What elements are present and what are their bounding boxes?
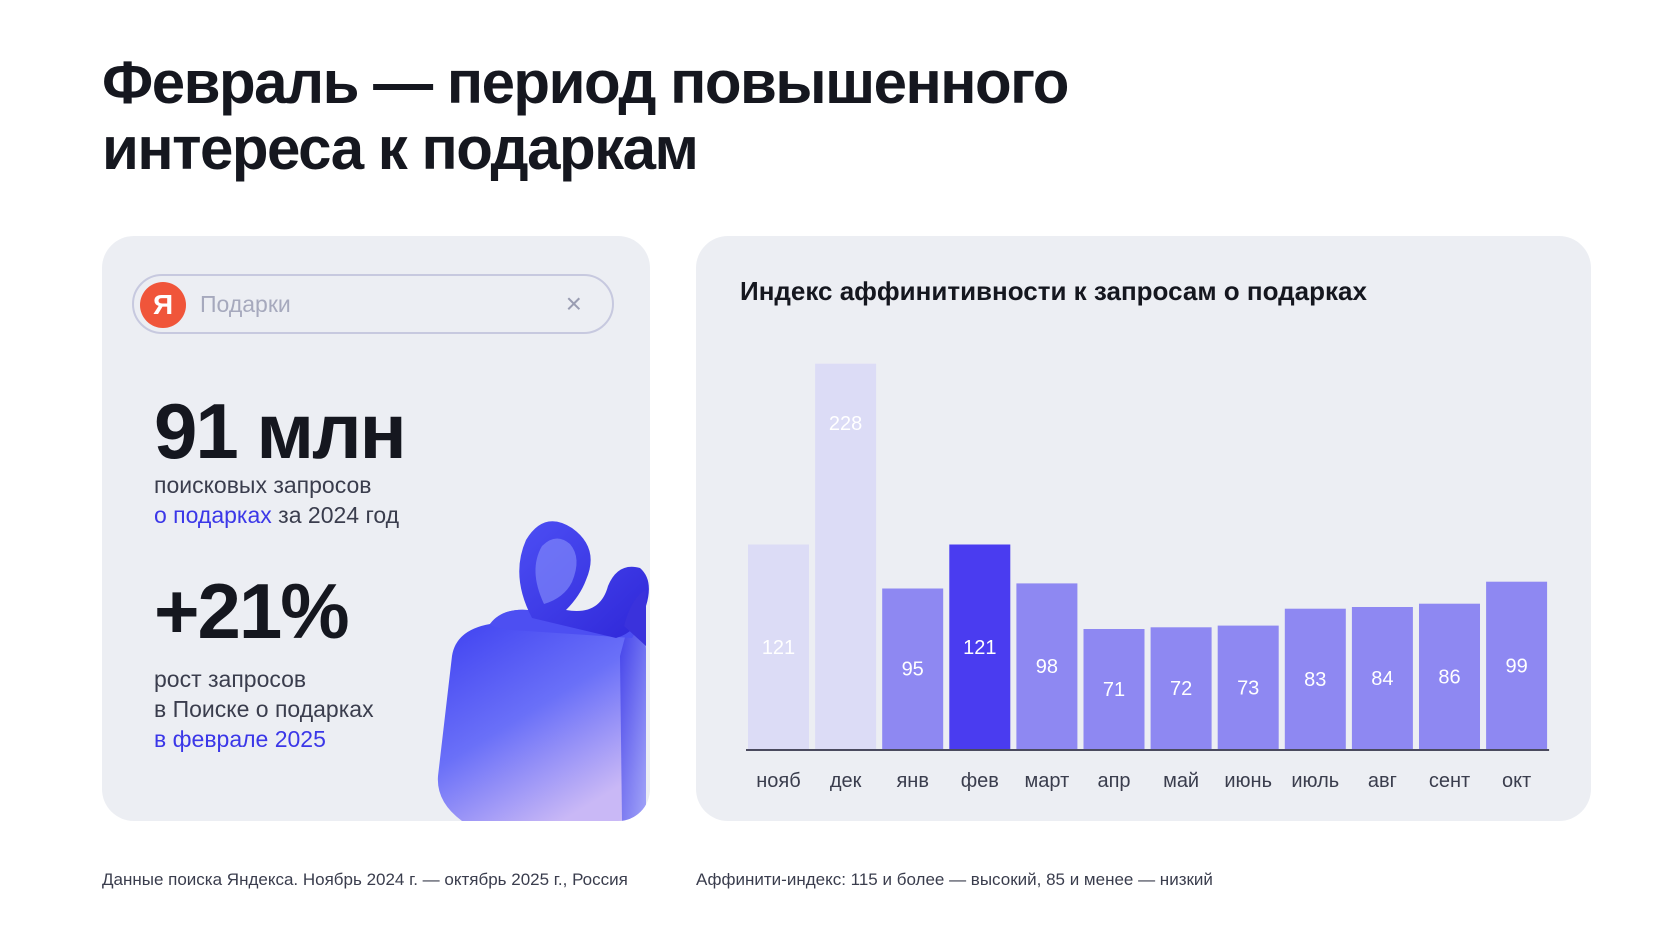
page-title: Февраль — период повышенного интереса к … xyxy=(102,49,1069,182)
stat-growth-line2: в Поиске о подарках xyxy=(154,696,374,722)
chart-title: Индекс аффинитивности к запросам о подар… xyxy=(740,276,1367,306)
bar-value-label: 72 xyxy=(1170,678,1192,700)
x-tick-label: окт xyxy=(1502,770,1531,792)
footnote-source: Данные поиска Яндекса. Ноябрь 2024 г. — … xyxy=(102,870,628,889)
stat-queries-line2: о подарках за 2024 год xyxy=(154,500,399,530)
search-query[interactable]: Подарки xyxy=(200,291,291,317)
stat-growth-line1: рост запросов xyxy=(154,666,307,692)
x-tick-label: дек xyxy=(830,770,862,792)
stat-queries-caption: поисковых запросов о подарках за 2024 го… xyxy=(154,470,399,530)
bar-value-label: 95 xyxy=(902,659,924,681)
bar-value-label: 121 xyxy=(963,637,996,659)
stat-queries-line1: поисковых запросов xyxy=(154,472,372,498)
x-tick-label: авг xyxy=(1368,770,1397,792)
stat-queries-accent: о подарках xyxy=(154,502,272,528)
chart-card: Индекс аффинитивности к запросам о подар… xyxy=(696,236,1591,821)
bar-value-label: 83 xyxy=(1304,669,1326,691)
bar-сент xyxy=(1419,603,1480,749)
x-tick-label: фев xyxy=(961,770,999,792)
bar-value-label: 98 xyxy=(1036,656,1058,678)
stat-growth-accent: в феврале 2025 xyxy=(154,726,326,752)
search-bar[interactable]: Я Подарки × xyxy=(132,274,614,334)
bar-value-label: 121 xyxy=(762,637,795,659)
bar-фев xyxy=(949,544,1011,749)
stat-queries-rest: за 2024 год xyxy=(271,502,400,528)
bar-окт xyxy=(1486,581,1548,749)
bar-нояб xyxy=(748,544,809,749)
bar-value-label: 99 xyxy=(1505,655,1527,677)
bar-май xyxy=(1150,627,1212,749)
bar-value-label: 71 xyxy=(1103,679,1125,701)
gift-box-icon xyxy=(437,521,649,821)
x-tick-label: нояб xyxy=(756,770,800,792)
stat-queries-value: 91 млн xyxy=(154,387,407,475)
bar-июнь xyxy=(1217,625,1279,749)
bar-апр xyxy=(1083,629,1145,749)
x-tick-label: март xyxy=(1025,770,1070,792)
stat-growth-value: +21% xyxy=(154,567,350,655)
bar-авг xyxy=(1351,607,1413,749)
bar-дек xyxy=(815,363,877,749)
bar-value-label: 86 xyxy=(1438,666,1460,688)
bar-март xyxy=(1016,583,1078,749)
clear-icon[interactable]: × xyxy=(565,288,582,319)
footnote-legend: Аффинити-индекс: 115 и более — высокий, … xyxy=(696,870,1213,889)
x-tick-label: янв xyxy=(896,770,929,792)
bar-июль xyxy=(1284,608,1346,749)
x-tick-label: июнь xyxy=(1224,770,1272,792)
bar-chart: 121 нояб 228 дек 95 янв 121 фев 98 март 71 апр 72 май… xyxy=(746,363,1550,792)
x-tick-label: апр xyxy=(1097,770,1130,792)
bar-янв xyxy=(882,588,944,749)
x-tick-label: май xyxy=(1163,770,1199,792)
x-tick-label: июль xyxy=(1291,770,1339,792)
yandex-logo-icon: Я xyxy=(140,282,186,328)
bar-value-label: 73 xyxy=(1237,677,1259,699)
summary-card: Я Подарки × 91 млн поисковых запросов о … xyxy=(102,236,650,821)
stat-growth-caption: рост запросов в Поиске о подарках в февр… xyxy=(154,664,374,754)
x-tick-label: сент xyxy=(1429,770,1470,792)
bar-value-label: 228 xyxy=(829,413,862,435)
bar-value-label: 84 xyxy=(1371,668,1393,690)
